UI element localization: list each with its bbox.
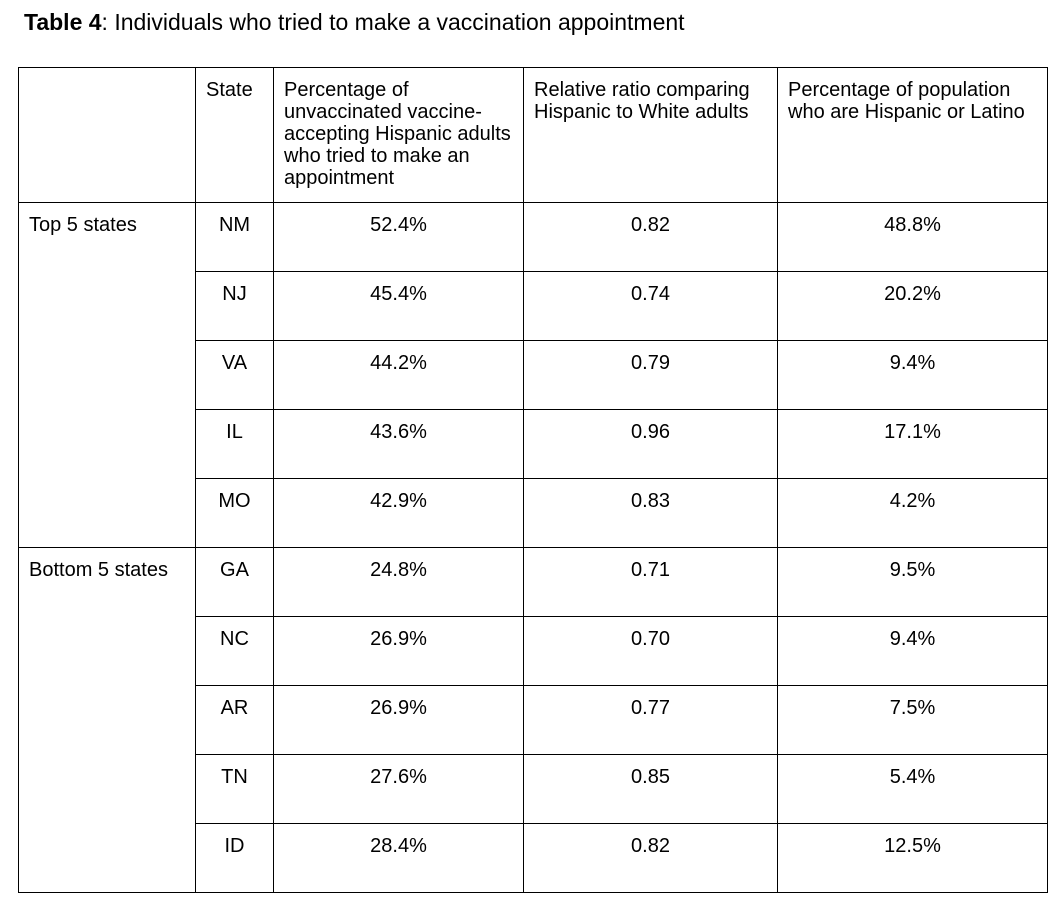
cell-ratio: 0.79	[523, 340, 778, 410]
table-title: Table 4: Individuals who tried to make a…	[24, 8, 685, 36]
cell-pct-pop: 12.5%	[777, 823, 1048, 893]
cell-pct-tried: 43.6%	[273, 409, 524, 479]
cell-ratio: 0.71	[523, 547, 778, 617]
header-cell-ratio: Relative ratio comparing Hispanic to Whi…	[523, 67, 778, 203]
cell-state: AR	[195, 685, 274, 755]
group-label-bottom5: Bottom 5 states	[18, 547, 196, 893]
cell-ratio: 0.74	[523, 271, 778, 341]
header-row: State Percentage of unvaccinated vaccine…	[18, 67, 1048, 203]
cell-pct-tried: 52.4%	[273, 202, 524, 272]
cell-state: NM	[195, 202, 274, 272]
cell-pct-tried: 44.2%	[273, 340, 524, 410]
cell-pct-tried: 26.9%	[273, 616, 524, 686]
table-row: MO 42.9% 0.83 4.2%	[19, 478, 1048, 548]
cell-state: GA	[195, 547, 274, 617]
table-row: ID 28.4% 0.82 12.5%	[19, 823, 1048, 893]
table-row: NC 26.9% 0.70 9.4%	[19, 616, 1048, 686]
cell-state: NJ	[195, 271, 274, 341]
cell-ratio: 0.82	[523, 823, 778, 893]
cell-ratio: 0.96	[523, 409, 778, 479]
cell-ratio: 0.82	[523, 202, 778, 272]
cell-pct-pop: 4.2%	[777, 478, 1048, 548]
cell-pct-tried: 26.9%	[273, 685, 524, 755]
cell-pct-pop: 20.2%	[777, 271, 1048, 341]
table-row: Bottom 5 states GA 24.8% 0.71 9.5%	[18, 547, 1048, 893]
header-cell-group	[18, 67, 196, 203]
cell-pct-pop: 48.8%	[777, 202, 1048, 272]
header-cell-pct-tried: Percentage of unvaccinated vaccine-accep…	[273, 67, 524, 203]
table-row: AR 26.9% 0.77 7.5%	[19, 685, 1048, 755]
cell-state: TN	[195, 754, 274, 824]
cell-state: VA	[195, 340, 274, 410]
cell-pct-pop: 5.4%	[777, 754, 1048, 824]
cell-ratio: 0.83	[523, 478, 778, 548]
group-label-top5: Top 5 states	[18, 202, 196, 548]
table-row: NJ 45.4% 0.74 20.2%	[19, 271, 1048, 341]
table-title-caption: : Individuals who tried to make a vaccin…	[101, 9, 685, 35]
cell-pct-tried: 27.6%	[273, 754, 524, 824]
cell-pct-tried: 28.4%	[273, 823, 524, 893]
header-cell-state: State	[195, 67, 274, 203]
table-row: VA 44.2% 0.79 9.4%	[19, 340, 1048, 410]
cell-pct-pop: 7.5%	[777, 685, 1048, 755]
header-cell-pct-pop: Percentage of population who are Hispani…	[777, 67, 1048, 203]
table-row: Top 5 states NM 52.4% 0.82 48.8%	[18, 202, 1048, 548]
table-row: TN 27.6% 0.85 5.4%	[19, 754, 1048, 824]
cell-pct-pop: 17.1%	[777, 409, 1048, 479]
cell-ratio: 0.85	[523, 754, 778, 824]
cell-pct-pop: 9.4%	[777, 616, 1048, 686]
cell-ratio: 0.70	[523, 616, 778, 686]
cell-state: MO	[195, 478, 274, 548]
cell-pct-tried: 45.4%	[273, 271, 524, 341]
vaccination-appointment-table: State Percentage of unvaccinated vaccine…	[18, 67, 1048, 893]
cell-state: NC	[195, 616, 274, 686]
cell-pct-tried: 24.8%	[273, 547, 524, 617]
cell-pct-pop: 9.5%	[777, 547, 1048, 617]
table-title-label: Table 4	[24, 9, 102, 35]
cell-pct-pop: 9.4%	[777, 340, 1048, 410]
cell-state: IL	[195, 409, 274, 479]
cell-ratio: 0.77	[523, 685, 778, 755]
cell-pct-tried: 42.9%	[273, 478, 524, 548]
cell-state: ID	[195, 823, 274, 893]
table-row: IL 43.6% 0.96 17.1%	[19, 409, 1048, 479]
